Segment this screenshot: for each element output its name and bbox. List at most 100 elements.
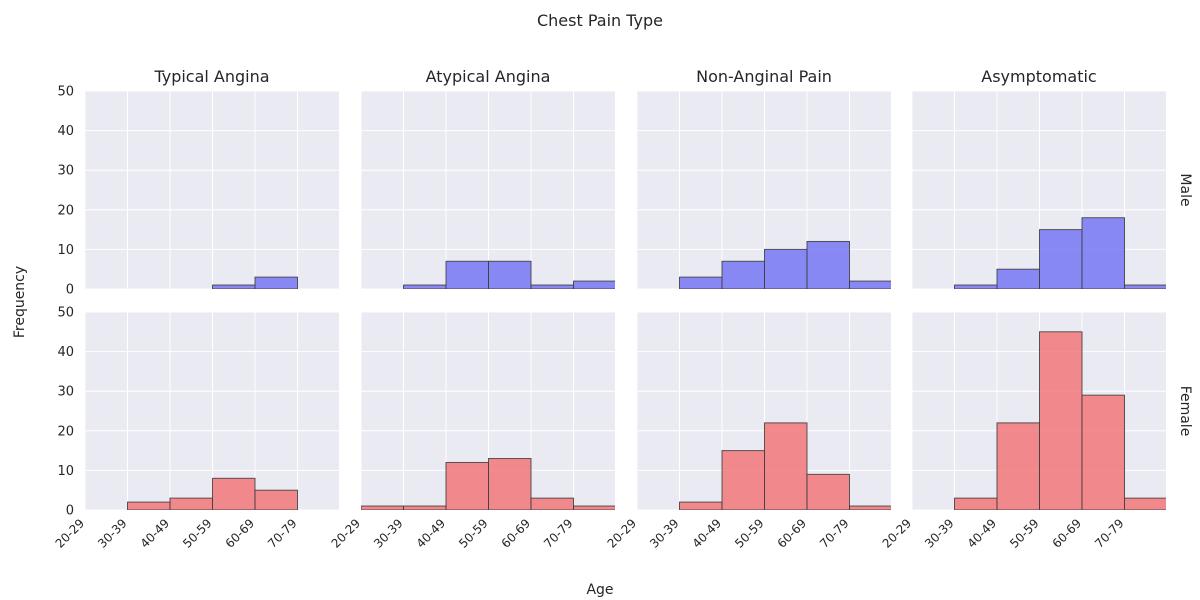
column-title-typical-angina: Typical Angina	[153, 67, 269, 86]
bar-male-atypical-angina-70-79	[573, 280, 615, 289]
bar-female-typical-angina-40-49	[169, 497, 213, 510]
bar-male-asymptomatic-40-49	[996, 268, 1040, 289]
x-tick-label: 70-79	[1092, 516, 1127, 551]
bar-group	[127, 477, 298, 510]
panel-male-typical-angina: 0 10 20 30 40 50 Typical Angina	[57, 67, 339, 298]
bar-group	[212, 276, 298, 289]
bar-male-non-anginal-pain-60-69	[806, 240, 850, 289]
x-tick-label: 40-49	[414, 516, 449, 551]
x-tick-label: 60-69	[775, 516, 810, 551]
bar-female-atypical-angina-30-39	[403, 505, 447, 510]
x-tick-label: 50-59	[1007, 516, 1042, 551]
bar-female-non-anginal-pain-70-79	[849, 505, 891, 510]
x-tick-label: 70-79	[541, 516, 576, 551]
x-tick-label: 70-79	[265, 516, 300, 551]
x-tick-label: 60-69	[1050, 516, 1085, 551]
x-tick-label: 50-59	[456, 516, 491, 551]
bar-group	[679, 240, 891, 289]
row-label-female: Female	[1177, 386, 1193, 437]
x-tick-label: 40-49	[690, 516, 725, 551]
bar-female-non-anginal-pain-40-49	[721, 450, 765, 510]
x-tick-label: 20-29	[329, 516, 364, 551]
bar-male-atypical-angina-40-49	[445, 260, 489, 289]
y-tick-label: 20	[57, 203, 74, 218]
x-tick-label: 40-49	[965, 516, 1000, 551]
panel-female-atypical-angina: 20-29 30-39 40-49 50-59 60-69 70-79	[329, 312, 615, 551]
bar-female-typical-angina-30-39	[127, 501, 171, 510]
bar-group	[954, 331, 1166, 510]
column-title-asymptomatic: Asymptomatic	[981, 67, 1096, 86]
y-tick-label: 0	[66, 283, 74, 298]
y-tick-label: 30	[57, 385, 74, 400]
bar-male-asymptomatic-70-79	[1124, 284, 1166, 289]
x-tick-label: 20-29	[53, 516, 88, 551]
bar-group	[361, 458, 615, 510]
panel-grid	[85, 91, 339, 289]
x-tick-label: 20-29	[605, 516, 640, 551]
x-tick-label: 60-69	[499, 516, 534, 551]
bar-female-atypical-angina-50-59	[488, 458, 532, 510]
y-axis-label: Frequency	[12, 266, 28, 338]
x-tick-label: 20-29	[880, 516, 915, 551]
y-tick-label: 30	[57, 164, 74, 179]
panel-female-non-anginal-pain: 20-29 30-39 40-49 50-59 60-69 70-79	[605, 312, 891, 551]
bar-male-non-anginal-pain-40-49	[721, 260, 765, 289]
y-tick-label: 20	[57, 424, 74, 439]
y-tick-label: 10	[57, 243, 74, 258]
bar-female-atypical-angina-20-29	[361, 505, 404, 510]
bar-female-asymptomatic-70-79	[1124, 497, 1166, 510]
bar-group	[679, 422, 891, 510]
bar-female-asymptomatic-50-59	[1039, 331, 1083, 510]
y-tick-label: 40	[57, 345, 74, 360]
bar-female-asymptomatic-40-49	[996, 422, 1040, 510]
bar-male-non-anginal-pain-30-39	[679, 276, 723, 289]
x-tick-label: 50-59	[732, 516, 767, 551]
y-tick-label: 40	[57, 124, 74, 139]
bar-female-atypical-angina-40-49	[445, 461, 489, 510]
bar-female-asymptomatic-60-69	[1081, 394, 1125, 510]
x-tick-label: 70-79	[817, 516, 852, 551]
bar-female-typical-angina-60-69	[254, 489, 298, 510]
bar-group	[954, 217, 1166, 289]
panel-grid	[361, 91, 615, 289]
bar-male-non-anginal-pain-50-59	[764, 248, 808, 289]
x-axis-label: Age	[586, 582, 613, 598]
panel-male-non-anginal-pain: Non-Anginal Pain	[637, 67, 891, 289]
facet-grid: 0 10 20 30 40 50 Typical Angina Atypical Angina…	[53, 67, 1193, 551]
bar-male-asymptomatic-30-39	[954, 284, 998, 289]
x-tick-label: 30-39	[95, 516, 130, 551]
panel-male-asymptomatic: Asymptomatic Male	[912, 67, 1193, 289]
bar-male-asymptomatic-50-59	[1039, 229, 1083, 289]
bar-female-asymptomatic-30-39	[954, 497, 998, 510]
x-tick-label: 30-39	[922, 516, 957, 551]
y-tick-label: 0	[66, 504, 74, 519]
bar-male-typical-angina-50-59	[212, 284, 256, 289]
bar-female-atypical-angina-60-69	[530, 497, 574, 510]
column-title-non-anginal-pain: Non-Anginal Pain	[696, 67, 832, 86]
chart-title: Chest Pain Type	[537, 11, 663, 30]
bar-female-non-anginal-pain-50-59	[764, 422, 808, 510]
bar-female-non-anginal-pain-60-69	[806, 473, 850, 510]
y-tick-label: 50	[57, 306, 74, 321]
bar-group	[403, 260, 615, 289]
bar-male-typical-angina-60-69	[254, 276, 298, 289]
y-tick-label: 50	[57, 85, 74, 100]
bar-male-non-anginal-pain-70-79	[849, 280, 891, 289]
panel-grid	[85, 312, 339, 510]
row-label-male: Male	[1177, 173, 1193, 206]
panel-male-atypical-angina: Atypical Angina	[361, 67, 615, 289]
bar-male-atypical-angina-50-59	[488, 260, 532, 289]
x-tick-label: 30-39	[371, 516, 406, 551]
bar-female-typical-angina-50-59	[212, 477, 256, 510]
bar-female-non-anginal-pain-30-39	[679, 501, 723, 510]
bar-male-atypical-angina-60-69	[530, 284, 574, 289]
bar-female-atypical-angina-70-79	[573, 505, 615, 510]
panel-female-asymptomatic: Female 20-29 30-39 40-49 50-59 60-69 70-79	[880, 312, 1193, 551]
x-tick-label: 40-49	[138, 516, 173, 551]
x-tick-label: 30-39	[647, 516, 682, 551]
bar-male-asymptomatic-60-69	[1081, 217, 1125, 289]
bar-male-atypical-angina-30-39	[403, 284, 447, 289]
panel-female-typical-angina: 0 10 20 30 40 50 20-29 30-39 40-49 50-59 60-69 70-7…	[53, 306, 339, 551]
x-tick-label: 50-59	[180, 516, 215, 551]
